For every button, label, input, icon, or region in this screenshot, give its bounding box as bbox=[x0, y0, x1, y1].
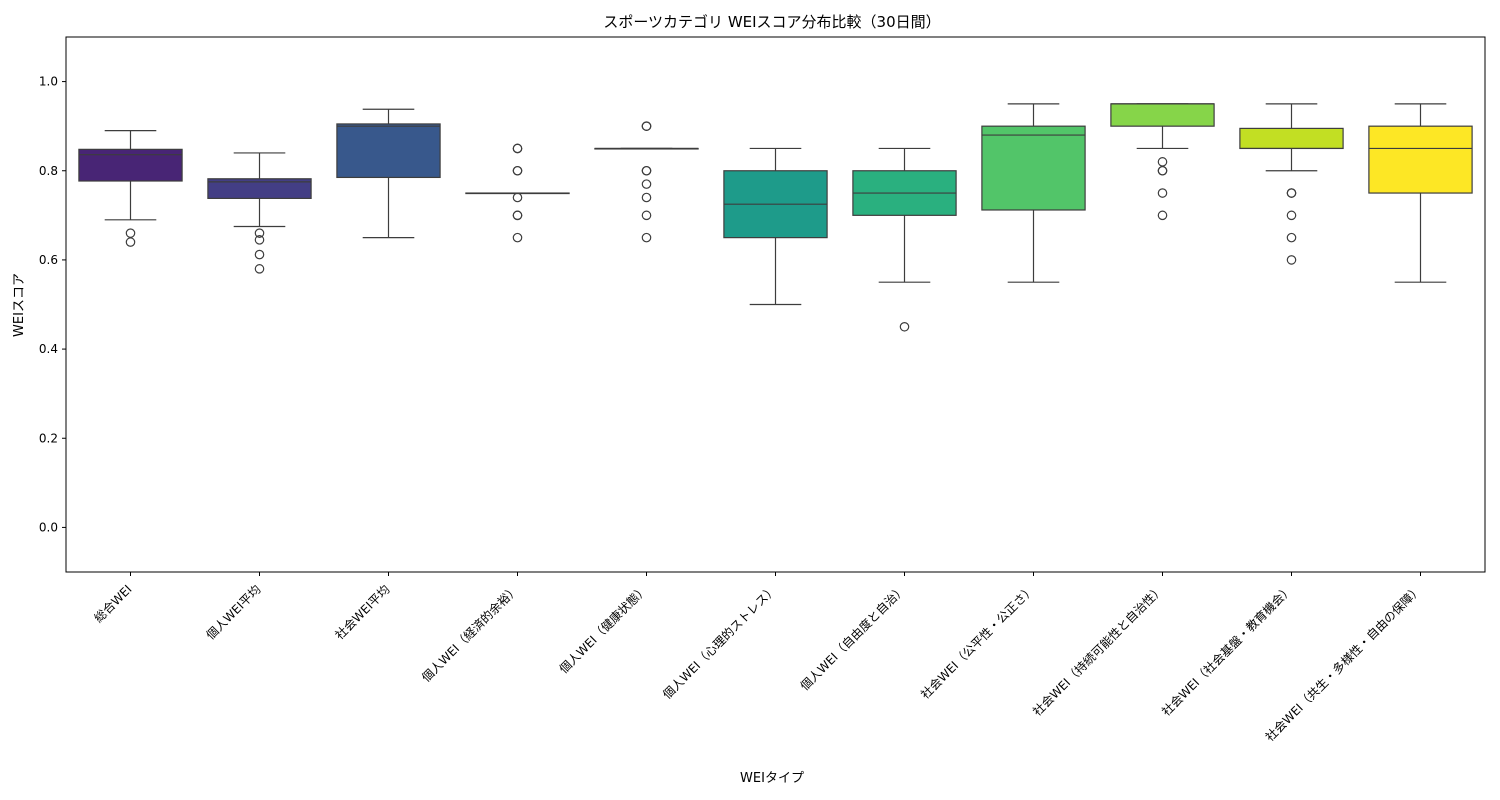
y-tick-label: 0.0 bbox=[39, 520, 58, 534]
outlier-point bbox=[125, 237, 136, 247]
outlier-point bbox=[512, 210, 523, 221]
x-axis: 総合WEI 個人WEI平均 社会WEI平均 個人WEI（経済的余裕） 個人WEI（健康状… bbox=[91, 572, 1425, 744]
y-tick-label: 0.4 bbox=[39, 342, 58, 356]
box-8 bbox=[981, 103, 1086, 283]
outlier-point bbox=[641, 121, 652, 131]
y-tick-label: 1.0 bbox=[39, 75, 58, 89]
box-6 bbox=[723, 147, 828, 306]
outlier-point bbox=[1157, 210, 1168, 221]
outlier-point bbox=[1157, 165, 1168, 176]
box-11 bbox=[1368, 103, 1473, 283]
x-axis-label: WEIタイプ bbox=[740, 771, 804, 786]
outlier-point bbox=[512, 232, 523, 243]
outlier-point bbox=[512, 165, 523, 176]
box-1 bbox=[78, 130, 183, 247]
y-axis: 0.0 0.2 0.4 0.6 0.8 1.0 bbox=[39, 75, 66, 534]
x-tick-label: 社会WEI平均 bbox=[332, 582, 393, 643]
outlier-point bbox=[254, 228, 265, 238]
iqr-box bbox=[1110, 103, 1215, 127]
x-tick-label: 社会WEI（持続可能性と自治性） bbox=[1029, 582, 1166, 719]
iqr-box bbox=[336, 123, 441, 179]
outlier-point bbox=[641, 232, 652, 243]
iqr-box bbox=[207, 178, 312, 199]
outlier-point bbox=[512, 143, 523, 154]
x-tick-label: 社会WEI（社会基盤・教育機会） bbox=[1158, 582, 1295, 719]
outlier-point bbox=[254, 235, 265, 245]
x-tick-label: 社会WEI（共生・多様性・自由の保障） bbox=[1262, 582, 1425, 745]
chart-title: スポーツカテゴリ WEIスコア分布比較（30日間） bbox=[603, 13, 940, 31]
x-tick-label: 個人WEI平均 bbox=[204, 582, 264, 642]
iqr-box bbox=[78, 148, 183, 182]
y-tick-label: 0.2 bbox=[39, 431, 58, 445]
outlier-point bbox=[254, 249, 265, 260]
y-tick-label: 0.8 bbox=[39, 164, 58, 178]
outlier-point bbox=[899, 321, 910, 332]
iqr-box bbox=[1239, 127, 1344, 150]
box-7 bbox=[852, 147, 957, 332]
outlier-point bbox=[641, 165, 652, 176]
outlier-point bbox=[1286, 210, 1297, 221]
box-9 bbox=[1110, 103, 1215, 221]
box-5 bbox=[594, 121, 699, 243]
x-tick-label: 個人WEI（自由度と自治） bbox=[797, 582, 909, 694]
outlier-point bbox=[1286, 255, 1297, 265]
outlier-point bbox=[254, 264, 265, 274]
x-tick-label: 総合WEI bbox=[91, 582, 135, 626]
outlier-point bbox=[641, 210, 652, 221]
box-3 bbox=[336, 108, 441, 239]
y-tick-label: 0.6 bbox=[39, 253, 58, 267]
outlier-point bbox=[1157, 188, 1168, 198]
box-4 bbox=[465, 143, 570, 243]
x-tick-label: 個人WEI（心理的ストレス） bbox=[659, 582, 779, 702]
iqr-box bbox=[981, 125, 1086, 211]
outlier-point bbox=[125, 228, 136, 238]
box-2 bbox=[207, 152, 312, 274]
iqr-box bbox=[1368, 125, 1473, 194]
outlier-point bbox=[1157, 157, 1168, 167]
outlier-point bbox=[1286, 232, 1297, 243]
x-tick-label: 社会WEI（公平性・公正さ） bbox=[917, 582, 1037, 702]
x-tick-label: 個人WEI（健康状態） bbox=[556, 582, 651, 677]
outlier-point bbox=[641, 179, 652, 189]
outlier-point bbox=[1286, 188, 1297, 198]
y-axis-label: WEIスコア bbox=[12, 273, 27, 337]
box-series bbox=[78, 103, 1473, 332]
outlier-point bbox=[512, 192, 523, 203]
x-tick-label: 個人WEI（経済的余裕） bbox=[418, 582, 521, 685]
box-10 bbox=[1239, 103, 1344, 265]
outlier-point bbox=[641, 192, 652, 203]
